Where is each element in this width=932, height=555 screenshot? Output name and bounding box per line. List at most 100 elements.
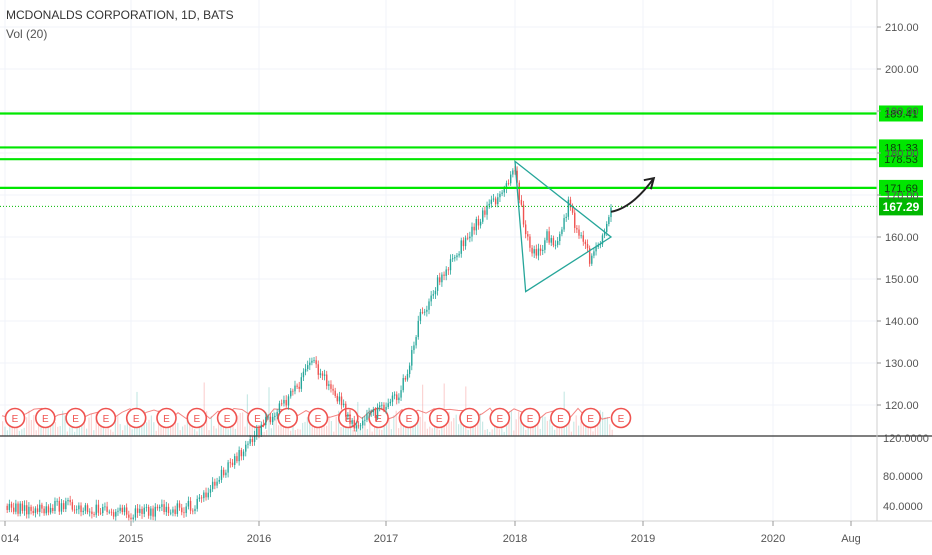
candle-body	[606, 223, 608, 232]
triangle-pattern[interactable]	[514, 159, 613, 293]
earnings-marker[interactable]: E	[277, 407, 299, 429]
earnings-marker[interactable]: E	[398, 407, 420, 429]
candle-body	[370, 412, 372, 413]
candle-body	[15, 503, 17, 512]
candle-body	[561, 229, 563, 235]
candle-body	[183, 512, 185, 514]
candle-body	[69, 499, 71, 503]
earnings-marker[interactable]: E	[125, 407, 147, 429]
earnings-marker[interactable]: E	[550, 407, 571, 429]
candle-body	[313, 360, 315, 362]
earnings-circle	[65, 407, 86, 429]
earnings-marker[interactable]: E	[428, 407, 450, 429]
earnings-marker[interactable]: E	[307, 407, 329, 429]
earnings-marker[interactable]: E	[156, 407, 177, 429]
volume-bar	[534, 419, 536, 436]
candle-body	[364, 419, 366, 421]
volume-bar	[21, 429, 23, 436]
earnings-marker[interactable]: E	[95, 407, 117, 429]
level-tag-label: 178.53	[884, 154, 918, 166]
candle-body	[276, 412, 278, 416]
candle-body	[229, 462, 232, 464]
volume-bar	[477, 414, 479, 436]
volume-bar	[146, 422, 148, 436]
earnings-marker[interactable]: E	[34, 407, 56, 429]
candle-body	[406, 374, 409, 380]
earnings-marker[interactable]: E	[65, 407, 86, 429]
earnings-markers[interactable]: EEEEEEEEEEEEEEEEEEEEE	[4, 407, 632, 429]
candle-body	[539, 248, 542, 251]
earnings-label: E	[375, 414, 382, 425]
volume-bar	[414, 419, 416, 436]
candle-body	[192, 510, 194, 512]
volume-bar	[201, 421, 203, 436]
volume-bar	[592, 431, 594, 436]
volume-bar	[484, 429, 486, 436]
earnings-marker[interactable]: E	[580, 407, 602, 429]
volume-bar	[551, 425, 553, 436]
candle-body	[522, 204, 525, 225]
candle-body	[389, 401, 392, 404]
candle-body	[211, 481, 214, 490]
candle-body	[464, 237, 467, 247]
volume-bar	[378, 429, 380, 436]
earnings-marker[interactable]: E	[186, 407, 208, 429]
earnings-marker[interactable]: E	[489, 407, 511, 429]
candle-body	[469, 236, 471, 239]
volume-bar	[57, 426, 59, 436]
time-tick-label: 2015	[119, 533, 143, 545]
candle-body	[112, 512, 115, 517]
earnings-marker[interactable]: E	[368, 407, 389, 429]
volume-bar	[458, 424, 460, 436]
candle-body	[527, 234, 529, 237]
candle-body	[484, 210, 486, 215]
candle-body	[106, 506, 108, 512]
arrow-line	[610, 177, 655, 213]
earnings-marker[interactable]: E	[247, 407, 268, 429]
candle-body	[505, 183, 508, 189]
volume-bar	[556, 423, 558, 436]
earnings-marker[interactable]: E	[519, 407, 541, 429]
earnings-marker[interactable]: E	[4, 407, 26, 429]
earnings-marker[interactable]: E	[216, 407, 238, 429]
volume-bar	[335, 416, 337, 436]
candle-body	[402, 378, 404, 391]
volume-bar	[513, 430, 515, 436]
volume-bar	[66, 431, 68, 436]
candle-body	[362, 420, 364, 426]
candle-body	[610, 207, 612, 218]
candle-body	[311, 360, 313, 363]
volume-bar	[292, 420, 294, 436]
volume-bar	[88, 417, 90, 436]
volume-bar	[501, 423, 503, 436]
earnings-marker[interactable]: E	[459, 407, 480, 429]
candle-body	[41, 504, 43, 509]
candle-body	[156, 506, 159, 509]
volume-bar	[602, 411, 604, 436]
candle-body	[510, 174, 512, 184]
candle-body	[302, 371, 305, 378]
candle-body	[128, 514, 130, 518]
candle-body	[82, 510, 84, 513]
volume-bar	[462, 423, 464, 436]
volume-bar	[585, 420, 587, 436]
candle-body	[430, 295, 432, 302]
candle-body	[546, 231, 548, 241]
arrow-annotation[interactable]	[610, 176, 656, 213]
candle-body	[603, 231, 606, 236]
candle-body	[518, 182, 520, 200]
volume-bar	[554, 429, 556, 436]
volume-bar	[479, 413, 481, 436]
candle-body	[222, 469, 225, 476]
volume-bar	[81, 421, 83, 436]
volume-bar	[290, 430, 292, 436]
candle-body	[473, 226, 475, 231]
candle-body	[475, 219, 477, 231]
candle-body	[584, 241, 587, 245]
earnings-marker[interactable]: E	[610, 407, 632, 429]
level-price-tag: 178.53	[879, 151, 923, 168]
